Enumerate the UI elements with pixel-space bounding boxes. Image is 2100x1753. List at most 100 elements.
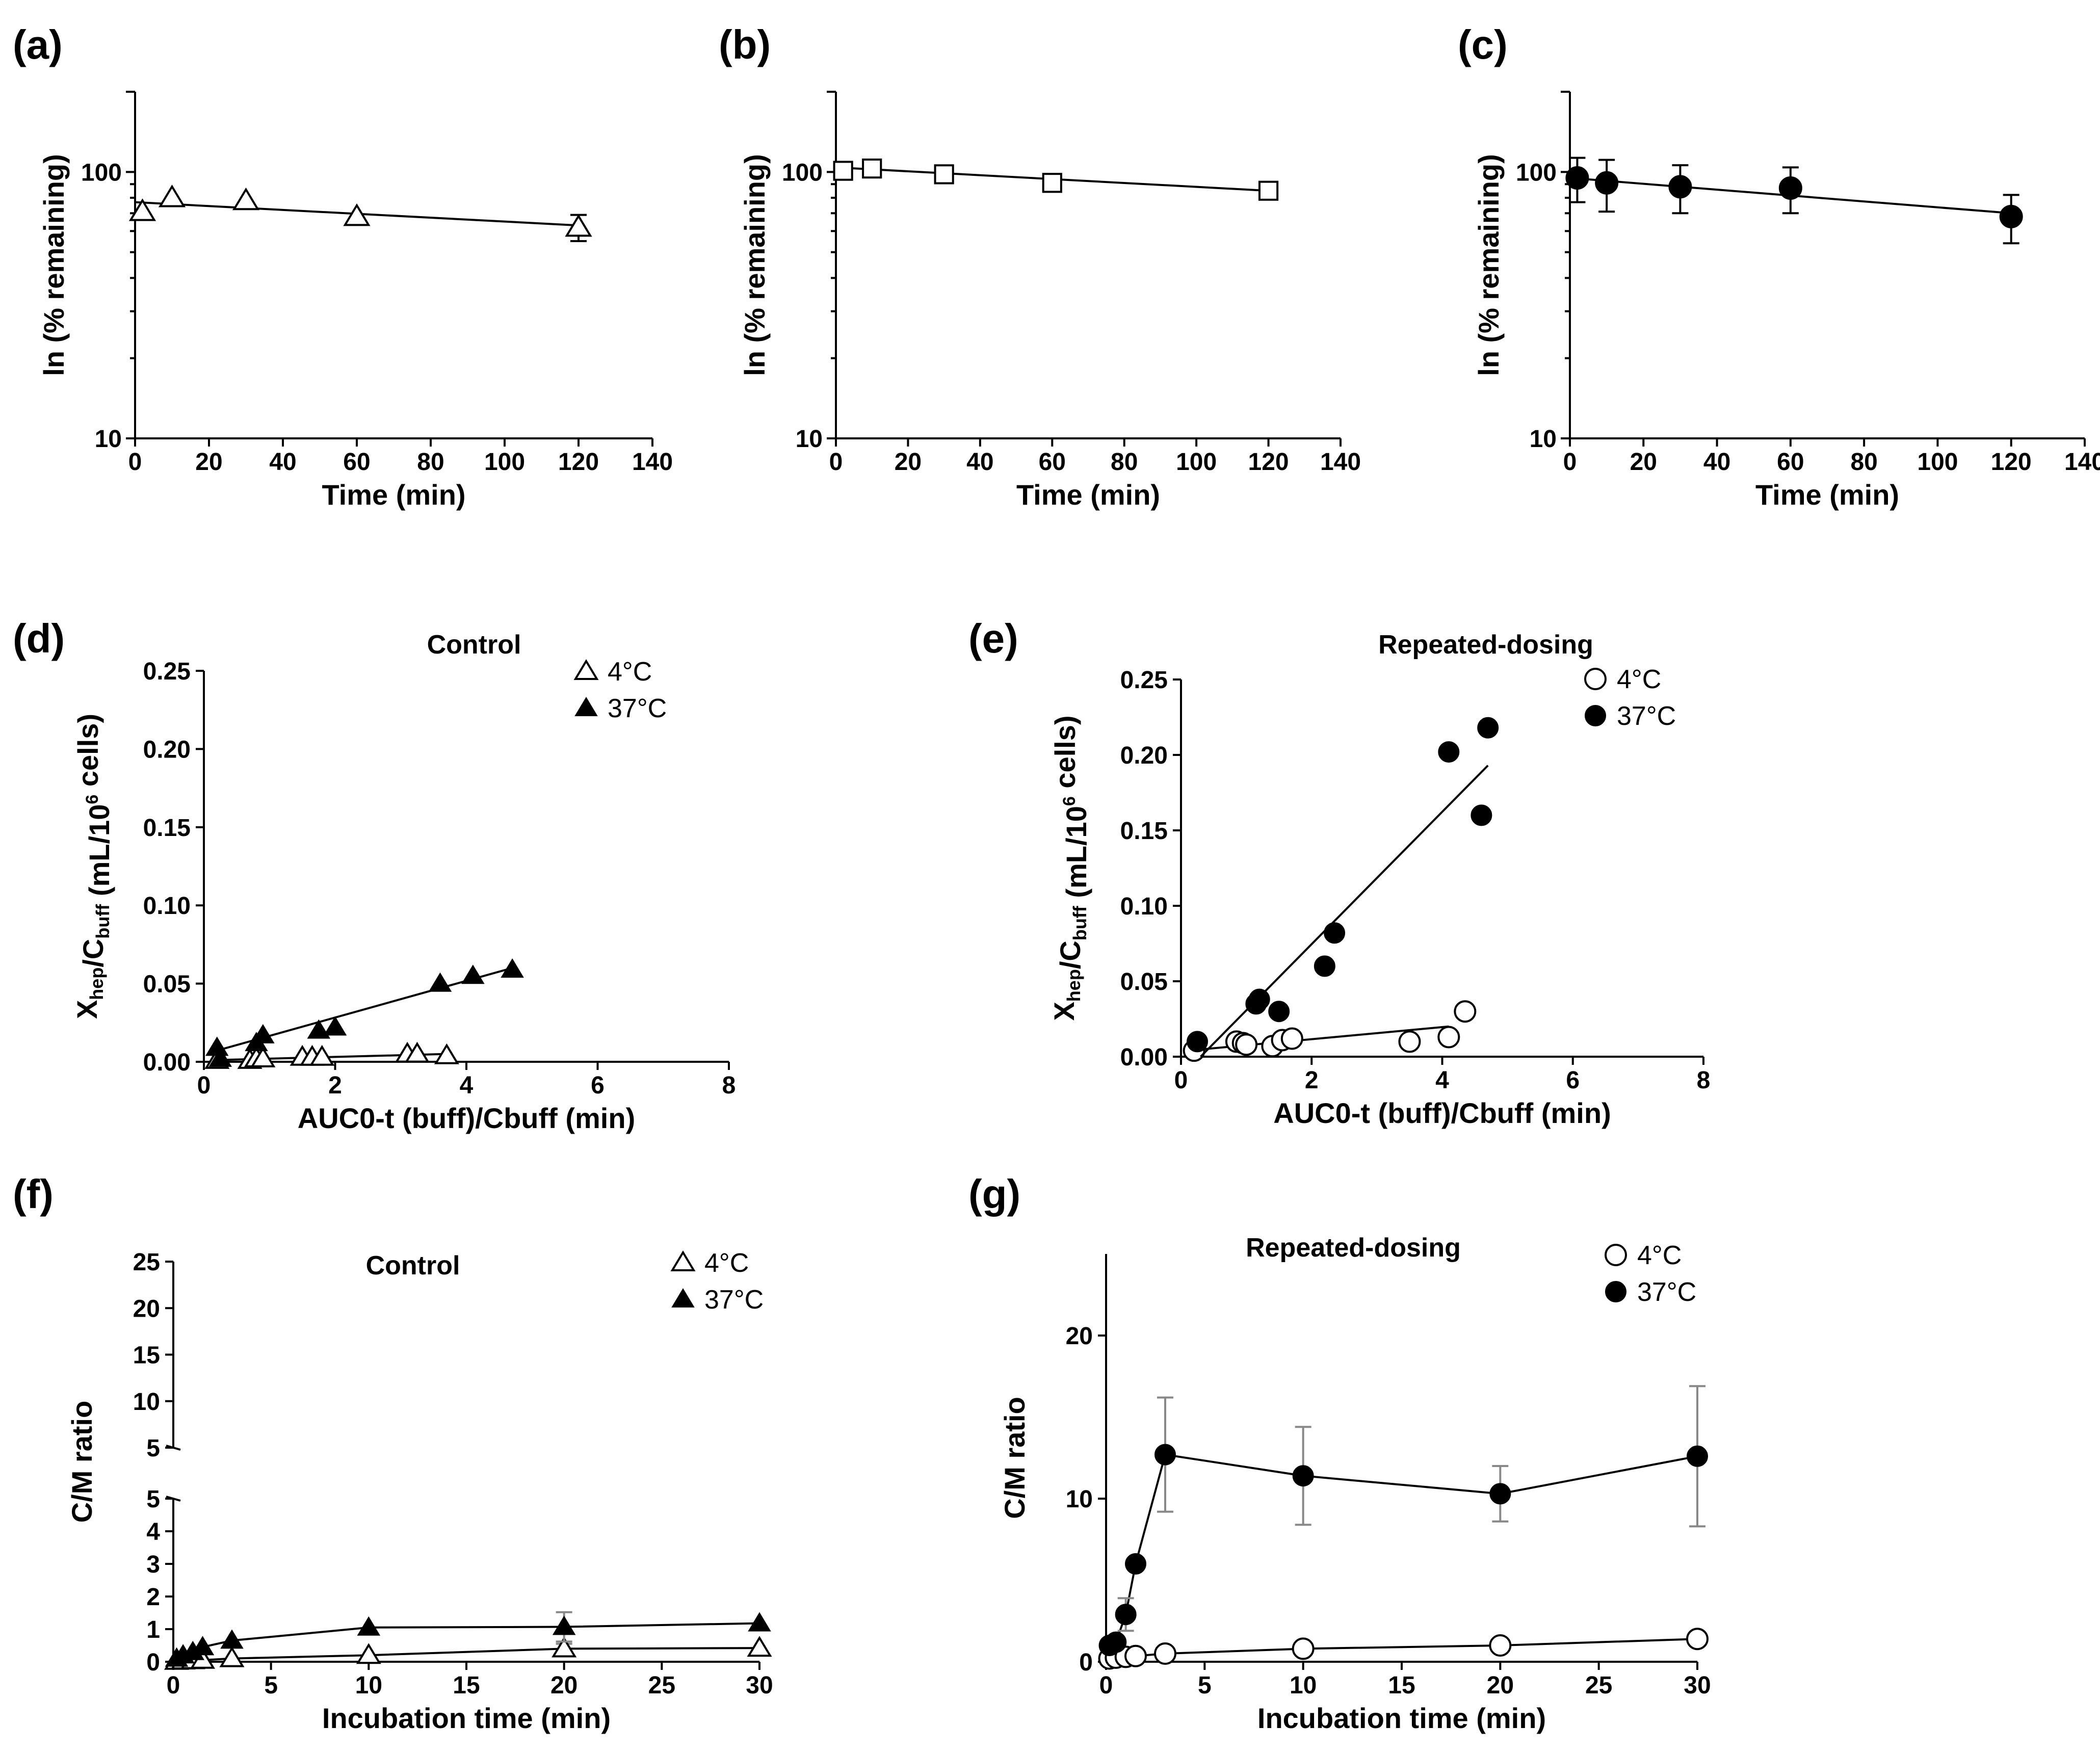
y-axis-label-part: X: [1048, 1002, 1080, 1021]
data-point: [1668, 175, 1692, 199]
data-point: [1268, 1001, 1290, 1023]
data-point: [1489, 1483, 1511, 1505]
x-tick-label: 60: [343, 449, 370, 476]
data-point: [343, 203, 371, 226]
x-axis-label: Incubation time (min): [322, 1702, 611, 1734]
x-tick-label: 20: [1487, 1672, 1514, 1699]
x-tick-label: 15: [453, 1672, 480, 1699]
data-point: [1778, 176, 1802, 200]
data-point: [158, 185, 186, 207]
y-axis-label: ln (% remaining): [1473, 154, 1505, 376]
y-axis-label-part: /C: [77, 939, 109, 967]
x-tick-label: 120: [1248, 449, 1289, 476]
y-tick-label: 0: [1079, 1649, 1093, 1676]
panel-label: (f): [13, 1171, 54, 1217]
data-point: [934, 164, 954, 185]
legend-label: 37°C: [704, 1285, 764, 1315]
x-tick-label: 140: [1320, 449, 1361, 476]
data-point: [461, 964, 485, 984]
data-point: [309, 1044, 335, 1066]
data-point: [1595, 171, 1619, 195]
axes: [196, 670, 730, 1070]
x-tick-label: 0: [1174, 1067, 1188, 1094]
x-tick-label: 140: [632, 449, 673, 476]
series-line: [176, 1622, 760, 1660]
legend-label: 37°C: [1617, 701, 1676, 731]
x-tick-label: 20: [195, 449, 222, 476]
series-4c: [1098, 1628, 1709, 1670]
axes: [126, 91, 653, 447]
data-point: [565, 214, 592, 237]
panel-label: (d): [13, 616, 65, 661]
data-point: [357, 1616, 381, 1636]
x-tick-label: 120: [558, 449, 599, 476]
series-4c: [204, 1041, 459, 1069]
y-tick-label: 5: [146, 1435, 160, 1462]
series-main: [1565, 156, 2023, 245]
chart-panel-e: (e) 0 2 4 6 8 AUC0-t (buff)/Cbuff (min) 0.00 0.0…: [968, 616, 1710, 1129]
chart-title: Control: [366, 1251, 460, 1280]
data-point: [1125, 1553, 1146, 1575]
x-axis-label: Incubation time (min): [1257, 1702, 1546, 1734]
y-tick-label: 100: [1516, 159, 1557, 186]
y-axis-label-part: buff: [1069, 905, 1090, 940]
axes: [827, 91, 1342, 447]
x-tick-label: 80: [1111, 449, 1138, 476]
data-point: [220, 1629, 244, 1649]
x-tick-label: 100: [1176, 449, 1217, 476]
data-point: [1292, 1465, 1314, 1487]
y-tick-label: 0.05: [1120, 969, 1168, 996]
x-tick-label: 60: [1777, 449, 1804, 476]
legend-marker: [1584, 668, 1607, 690]
x-axis-label: Time (min): [1016, 479, 1160, 511]
data-point: [1280, 1027, 1303, 1050]
y-tick-label: 4: [146, 1519, 160, 1546]
y-tick-label: 0.10: [1120, 893, 1168, 920]
y-tick-label: 0.25: [143, 658, 191, 685]
x-tick-label: 5: [264, 1672, 278, 1699]
y-tick-label: 0: [146, 1649, 160, 1676]
y-tick-label: 100: [81, 159, 122, 186]
panel-label: (e): [968, 616, 1018, 661]
y-axis-label-part: hep: [86, 967, 107, 1000]
x-tick-label: 25: [1585, 1672, 1612, 1699]
chart-panel-d: (d) 0 2 4 6 8 AUC0-t (buff)/Cbuff (min) 0.00 0.0…: [13, 616, 736, 1134]
chart-panel-g: (g) 0 5 10 15 20 25 30 Incubation time (min) 0 10 2…: [968, 1171, 1711, 1734]
x-tick-label: 2: [328, 1072, 342, 1099]
fit-line: [1200, 765, 1489, 1058]
y-axis-label-part: (mL/10: [1060, 806, 1092, 906]
data-point: [1154, 1444, 1176, 1466]
y-tick-label: 0.00: [143, 1049, 191, 1076]
y-tick-label: 0.20: [1120, 742, 1168, 769]
chart-panel-b: (b) 0 20 40 60 80 100 120 140 Time (min) 10 100 ln (…: [719, 22, 1361, 511]
y-tick-label: 15: [133, 1342, 160, 1369]
y-axis-label-part: cells): [1049, 715, 1081, 796]
series-37c: [1098, 1385, 1708, 1656]
data-point: [552, 1636, 577, 1658]
x-tick-label: 10: [1290, 1672, 1317, 1699]
x-axis-label: Time (min): [322, 479, 465, 511]
y-axis-label-part: buff: [92, 904, 113, 939]
x-tick-label: 0: [829, 449, 843, 476]
y-axis-label: C/M ratio: [66, 1401, 98, 1523]
x-tick-label: 60: [1039, 449, 1066, 476]
legend-marker: [574, 697, 598, 716]
y-tick-label: 0.15: [143, 815, 191, 842]
panel-label: (b): [719, 22, 771, 67]
y-tick-label: 0.05: [143, 971, 191, 998]
legend-label: 4°C: [704, 1248, 749, 1278]
chart-title: Repeated-dosing: [1378, 630, 1593, 660]
data-point: [862, 159, 882, 179]
axes: [165, 1261, 760, 1670]
legend-label: 4°C: [1637, 1241, 1682, 1270]
y-axis-label-part: 6: [83, 795, 102, 804]
data-point: [307, 1019, 331, 1039]
data-point: [1154, 1642, 1176, 1665]
y-tick-label: 10: [133, 1389, 160, 1416]
x-tick-label: 4: [1435, 1067, 1449, 1094]
data-point: [1686, 1628, 1709, 1651]
x-tick-label: 120: [1991, 449, 2032, 476]
y-axis-label: ln (% remaining): [739, 154, 771, 376]
x-tick-label: 20: [895, 449, 922, 476]
y-axis-label: ln (% remaining): [38, 154, 70, 376]
